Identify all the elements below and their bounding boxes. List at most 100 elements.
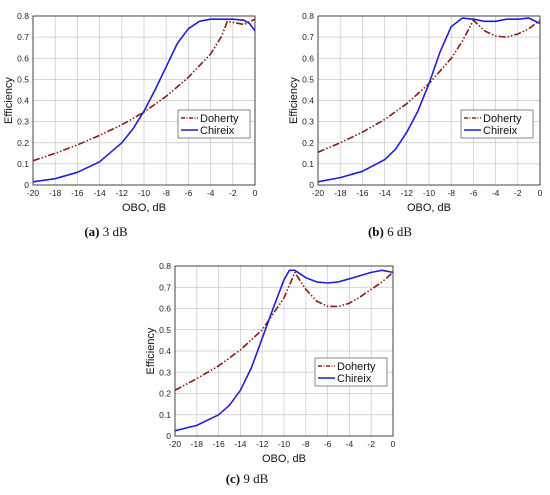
- x-tick-label: -2: [367, 439, 375, 449]
- x-tick-label: -12: [256, 439, 269, 449]
- y-tick-label: 0: [166, 431, 171, 441]
- x-tick-label: -18: [334, 188, 347, 198]
- y-tick-label: 0.7: [302, 32, 314, 42]
- y-tick-label: 0.1: [17, 159, 29, 169]
- y-tick-label: 0.3: [159, 367, 171, 377]
- x-tick-label: 0: [538, 188, 543, 198]
- y-tick-label: 0.7: [17, 32, 29, 42]
- legend-label-chireix: Chireix: [200, 125, 235, 137]
- legend-box: [460, 109, 534, 139]
- x-tick-label: -12: [401, 188, 414, 198]
- x-axis-label: OBO, dB: [122, 202, 166, 214]
- x-tick-label: -10: [278, 439, 291, 449]
- panel-caption: (c) 9 dB: [226, 471, 269, 486]
- y-tick-label: 0.8: [159, 261, 171, 271]
- y-tick-label: 0.1: [159, 410, 171, 420]
- x-tick-label: -6: [470, 188, 478, 198]
- x-tick-label: -6: [185, 188, 193, 198]
- y-tick-label: 0.8: [302, 11, 314, 21]
- x-tick-label: -10: [138, 188, 151, 198]
- y-axis-label: Efficiency: [145, 327, 157, 374]
- legend-box: [314, 357, 388, 387]
- legend-label-chireix: Chireix: [337, 373, 372, 385]
- series-line-chireix: [318, 17, 540, 183]
- plot-frame: [174, 265, 394, 437]
- chart-panel-c: -20 -18 -16 -14 -12 -10 -8 -6 -4 -2 000.10.20.30.4…: [145, 261, 396, 486]
- legend-label-chireix: Chireix: [483, 125, 518, 137]
- caption-text: 9 dB: [243, 471, 268, 486]
- y-axis-label: Efficiency: [3, 77, 15, 124]
- y-tick-label: 0.4: [159, 346, 171, 356]
- x-axis-label: OBO, dB: [407, 202, 451, 214]
- panel-caption: (a) 3 dB: [84, 224, 128, 239]
- y-tick-label: 0.4: [17, 96, 29, 106]
- x-tick-label: 0: [391, 439, 396, 449]
- x-axis-label: OBO, dB: [262, 453, 306, 465]
- x-tick-label: -16: [212, 439, 225, 449]
- y-tick-label: 0.6: [17, 53, 29, 63]
- series-line-doherty: [175, 271, 393, 392]
- x-tick-label: -14: [93, 188, 106, 198]
- legend-label-doherty: Doherty: [483, 113, 522, 125]
- x-tick-label: 0: [253, 188, 258, 198]
- legend-box: [177, 109, 251, 139]
- caption-text: 6 dB: [387, 224, 412, 239]
- y-tick-label: 0.8: [17, 11, 29, 21]
- series-line-chireix: [33, 18, 255, 183]
- y-tick-label: 0.3: [302, 117, 314, 127]
- chart-panel-b: -20 -18 -16 -14 -12 -10 -8 -6 -4 -2 000.10.20.30.4…: [288, 11, 543, 239]
- series-line-doherty: [318, 19, 540, 154]
- x-tick-label: -8: [447, 188, 455, 198]
- x-tick-label: -18: [191, 439, 204, 449]
- panel-caption: (b) 6 dB: [368, 224, 412, 239]
- x-tick-label: -18: [49, 188, 62, 198]
- series-line-chireix: [175, 269, 393, 432]
- y-tick-label: 0.5: [302, 74, 314, 84]
- y-tick-label: 0.6: [302, 53, 314, 63]
- legend-label-doherty: Doherty: [337, 361, 376, 373]
- y-tick-label: 0.3: [17, 117, 29, 127]
- y-tick-label: 0.6: [159, 304, 171, 314]
- caption-tag: (b): [368, 224, 387, 239]
- x-tick-label: -2: [514, 188, 522, 198]
- y-tick-label: 0.2: [302, 138, 314, 148]
- caption-text: 3 dB: [103, 224, 128, 239]
- x-tick-label: -2: [229, 188, 237, 198]
- caption-tag: (a): [84, 224, 102, 239]
- x-tick-label: -16: [71, 188, 84, 198]
- x-tick-label: -20: [312, 188, 325, 198]
- y-tick-label: 0.5: [17, 74, 29, 84]
- y-tick-label: 0.1: [302, 159, 314, 169]
- x-tick-label: -4: [207, 188, 215, 198]
- y-tick-label: 0.2: [159, 389, 171, 399]
- y-tick-label: 0.4: [302, 96, 314, 106]
- y-tick-label: 0: [309, 180, 314, 190]
- y-axis-label: Efficiency: [288, 77, 300, 124]
- plot-frame: [32, 15, 256, 186]
- x-tick-label: -14: [234, 439, 247, 449]
- x-tick-label: -16: [356, 188, 369, 198]
- x-tick-label: -20: [169, 439, 182, 449]
- x-tick-label: -6: [324, 439, 332, 449]
- y-tick-label: 0.7: [159, 282, 171, 292]
- chart-panel-a: -20 -18 -16 -14 -12 -10 -8 -6 -4 -2 000.10.20.30.4…: [3, 11, 258, 239]
- x-tick-label: -12: [116, 188, 129, 198]
- y-tick-label: 0.5: [159, 325, 171, 335]
- x-tick-label: -4: [492, 188, 500, 198]
- legend-label-doherty: Doherty: [200, 113, 239, 125]
- x-tick-label: -8: [302, 439, 310, 449]
- y-tick-label: 0: [24, 180, 29, 190]
- caption-tag: (c): [226, 471, 244, 486]
- x-tick-label: -10: [423, 188, 436, 198]
- x-tick-label: -8: [162, 188, 170, 198]
- y-tick-label: 0.2: [17, 138, 29, 148]
- x-tick-label: -20: [27, 188, 40, 198]
- x-tick-label: -14: [378, 188, 391, 198]
- plot-frame: [317, 15, 541, 186]
- series-line-doherty: [33, 18, 255, 162]
- x-tick-label: -4: [346, 439, 354, 449]
